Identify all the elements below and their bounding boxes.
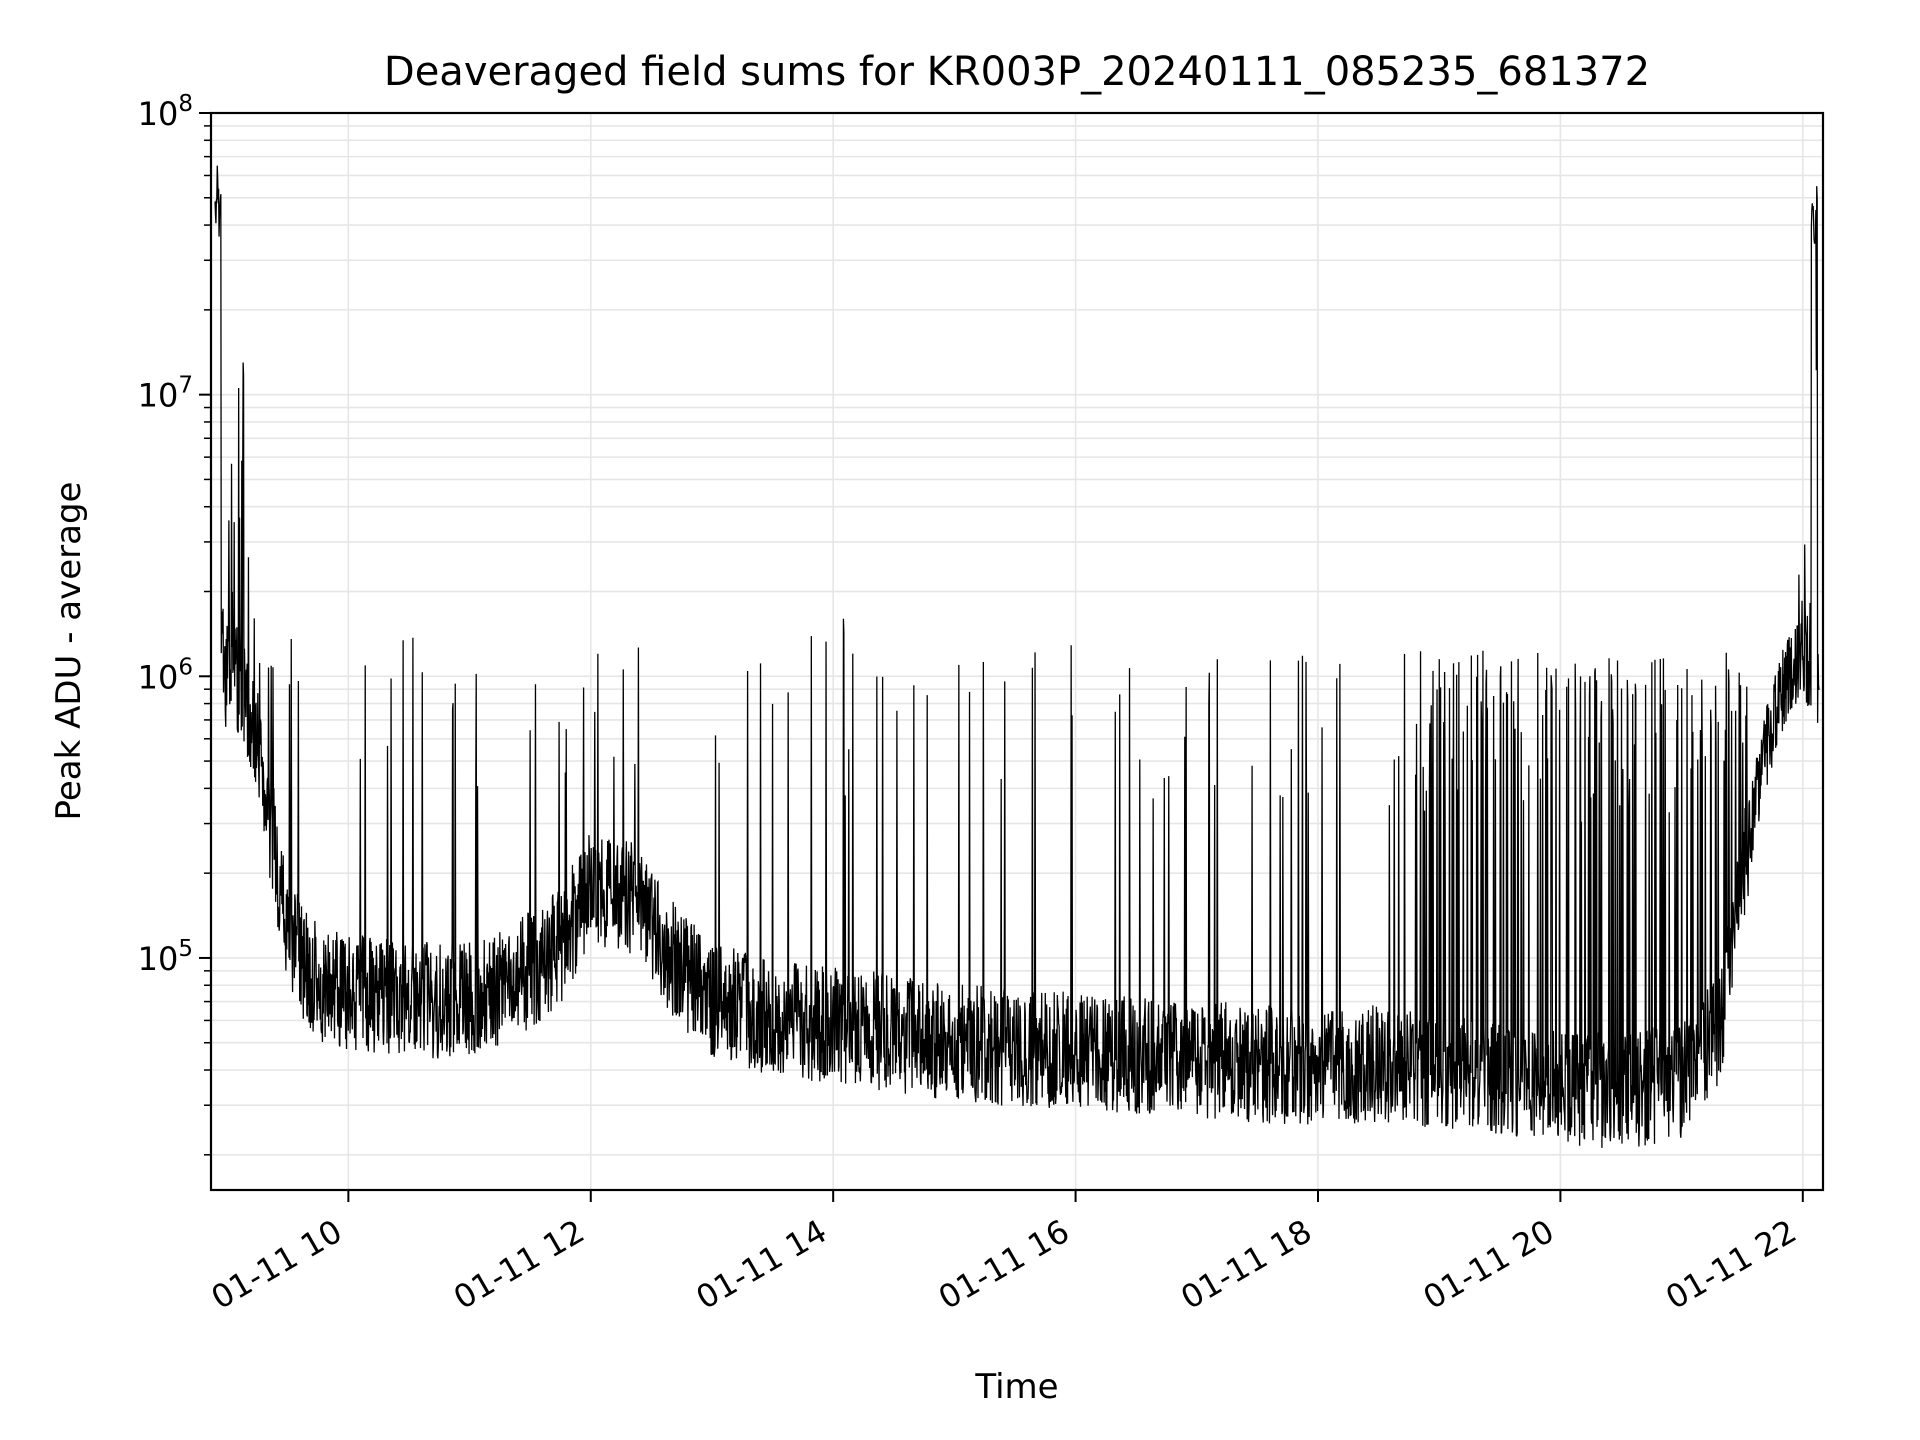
- x-tick-label: 01-11 20: [1417, 1212, 1561, 1317]
- x-tick-label: 01-11 16: [932, 1212, 1076, 1317]
- y-tick-label: 106: [138, 654, 193, 696]
- y-axis-title: Peak ADU - average: [49, 482, 89, 821]
- plot-frame: [209, 111, 1825, 1192]
- x-tick-label: 01-11 10: [205, 1212, 349, 1317]
- y-axis: 105 106 107 108: [138, 91, 211, 1156]
- x-axis-title: Time: [974, 1367, 1058, 1407]
- x-tick-label: 01-11 22: [1659, 1212, 1803, 1317]
- chart-title: Deaveraged field sums for KR003P_2024011…: [384, 49, 1650, 95]
- y-tick-label: 105: [138, 936, 193, 978]
- x-tick-label: 01-11 12: [447, 1212, 591, 1317]
- y-tick-label: 107: [138, 373, 193, 415]
- y-tick-label: 108: [138, 91, 193, 133]
- x-tick-label: 01-11 14: [690, 1212, 834, 1317]
- series-line: [214, 165, 1820, 1148]
- x-axis: 01-11 10 01-11 12 01-11 14 01-11 16 01-11 18…: [205, 1190, 1804, 1317]
- x-tick-label: 01-11 18: [1174, 1212, 1318, 1317]
